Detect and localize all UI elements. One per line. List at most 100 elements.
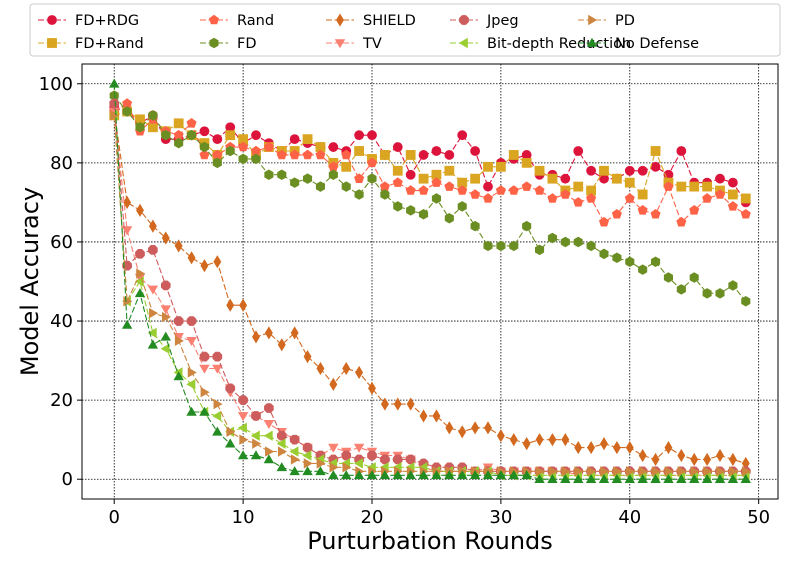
data-point-fd: [560, 236, 570, 248]
data-point-rand: [405, 185, 416, 195]
data-point-pd: [316, 458, 326, 469]
data-point-pd: [664, 466, 674, 477]
data-point-fd-rand: [599, 165, 609, 176]
data-point-rand: [470, 189, 481, 199]
data-point-no-defense: [160, 331, 171, 341]
data-point-fd-rand: [689, 181, 700, 192]
data-point-rand: [431, 177, 442, 187]
data-point-fd-rand: [379, 150, 390, 160]
data-point-fd: [444, 212, 454, 224]
data-point-shield: [368, 381, 376, 395]
data-point-pd: [690, 466, 700, 477]
data-point-shield: [406, 397, 415, 411]
data-point-fd-rand: [405, 150, 416, 160]
data-point-rand: [560, 189, 571, 199]
data-point-no-defense: [637, 474, 648, 484]
data-point-jpeg: [264, 403, 274, 413]
data-point-fd-rand: [302, 134, 313, 145]
data-point-tv: [212, 364, 223, 374]
data-point-pd: [561, 466, 571, 477]
data-point-no-defense: [469, 470, 481, 480]
y-tick-label: 60: [50, 232, 73, 253]
axis-ticks: 0 10 20 30 40 50 0 20 40 60 80 100: [39, 74, 770, 528]
data-point-rand: [727, 201, 738, 211]
data-point-bit-depth-reduction: [237, 422, 247, 434]
legend-item-tv: TV: [326, 36, 382, 52]
data-point-jpeg: [341, 450, 352, 461]
data-point-bit-depth-reduction: [147, 327, 157, 339]
legend-label-no-defense: No Defense: [615, 36, 699, 52]
data-point-pd: [638, 466, 648, 477]
data-point-jpeg: [109, 98, 120, 109]
data-point-fd: [135, 122, 145, 133]
data-point-fd-rand: [444, 165, 455, 176]
legend-label-fd: FD: [237, 36, 257, 52]
data-point-pd: [110, 110, 120, 121]
data-point-rand: [354, 173, 365, 183]
data-point-no-defense: [392, 470, 403, 480]
data-point-pd: [161, 311, 171, 323]
data-point-rand: [689, 205, 700, 215]
data-point-no-defense: [263, 454, 275, 464]
data-point-fd-rdg: [431, 146, 442, 156]
data-point-tv: [186, 337, 197, 347]
data-point-fd: [638, 264, 648, 275]
legend-item-shield: SHIELD: [326, 13, 416, 29]
data-point-bit-depth-reduction: [353, 458, 363, 469]
data-point-fd: [161, 129, 171, 141]
data-point-no-defense: [689, 474, 700, 484]
data-point-fd: [483, 240, 493, 252]
data-point-shield: [587, 441, 596, 455]
data-point-shield: [703, 452, 712, 467]
data-point-fd-rdg: [199, 126, 210, 137]
data-point-shield: [625, 441, 634, 455]
data-point-jpeg: [160, 280, 171, 291]
legend-label-rand: Rand: [237, 13, 274, 29]
data-point-pd: [136, 268, 146, 279]
data-point-pd: [329, 462, 339, 473]
data-point-fd-rdg: [586, 165, 597, 176]
legend-item-jpeg: Jpeg: [450, 13, 519, 29]
data-point-shield: [316, 361, 325, 376]
legend-marker-pd: [588, 14, 598, 26]
data-point-no-defense: [508, 470, 519, 480]
data-point-no-defense: [109, 78, 120, 88]
data-point-rand: [650, 208, 661, 219]
data-point-shield: [716, 448, 724, 463]
data-point-fd: [419, 209, 429, 220]
data-point-pd: [625, 466, 635, 477]
x-axis-label: Purturbation Rounds: [307, 527, 553, 555]
data-point-rand: [740, 208, 751, 219]
data-point-shield: [612, 441, 621, 455]
data-point-fd: [702, 288, 712, 299]
data-point-rand: [302, 149, 313, 160]
data-point-fd: [586, 240, 596, 252]
data-point-pd: [741, 466, 751, 477]
data-point-fd-rand: [534, 165, 545, 176]
data-point-no-defense: [237, 450, 249, 460]
data-point-fd-rand: [225, 130, 236, 141]
legend-marker-bit-depth-reduction: [458, 37, 468, 49]
data-point-fd-rdg: [715, 173, 725, 184]
data-point-pd: [548, 466, 558, 477]
data-point-no-defense: [173, 371, 184, 381]
data-point-fd-rand: [676, 181, 687, 192]
data-point-jpeg: [173, 316, 184, 326]
data-point-no-defense: [663, 474, 674, 484]
data-point-jpeg: [148, 245, 158, 255]
data-point-shield: [187, 251, 196, 265]
data-point-shield: [522, 437, 531, 451]
data-point-fd: [728, 280, 738, 291]
legend-label-pd: PD: [615, 13, 635, 29]
data-point-fd: [406, 205, 416, 216]
data-point-pd: [239, 434, 249, 445]
data-point-tv: [328, 443, 339, 453]
data-point-fd-rand: [637, 189, 648, 200]
data-point-rand: [418, 185, 429, 195]
data-point-shield: [638, 448, 647, 463]
data-point-shield: [277, 338, 286, 352]
data-point-no-defense: [482, 470, 494, 480]
data-point-shield: [651, 452, 660, 467]
data-point-fd-rdg: [676, 146, 687, 156]
